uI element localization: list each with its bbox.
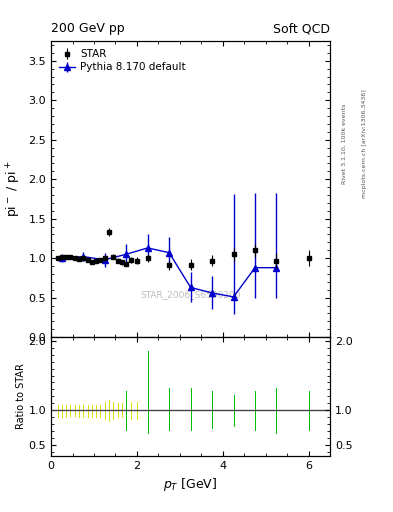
- Y-axis label: Ratio to STAR: Ratio to STAR: [16, 364, 26, 430]
- Text: 200 GeV pp: 200 GeV pp: [51, 22, 125, 35]
- Legend: STAR, Pythia 8.170 default: STAR, Pythia 8.170 default: [56, 46, 189, 76]
- Text: Soft QCD: Soft QCD: [273, 22, 330, 35]
- Text: mcplots.cern.ch [arXiv:1306.3436]: mcplots.cern.ch [arXiv:1306.3436]: [362, 89, 367, 198]
- X-axis label: $p_T$ [GeV]: $p_T$ [GeV]: [163, 476, 218, 493]
- Y-axis label: pi$^-$ / pi$^+$: pi$^-$ / pi$^+$: [5, 161, 23, 217]
- Text: STAR_2006_S6500200: STAR_2006_S6500200: [140, 290, 241, 298]
- Text: Rivet 3.1.10, 100k events: Rivet 3.1.10, 100k events: [342, 103, 347, 183]
